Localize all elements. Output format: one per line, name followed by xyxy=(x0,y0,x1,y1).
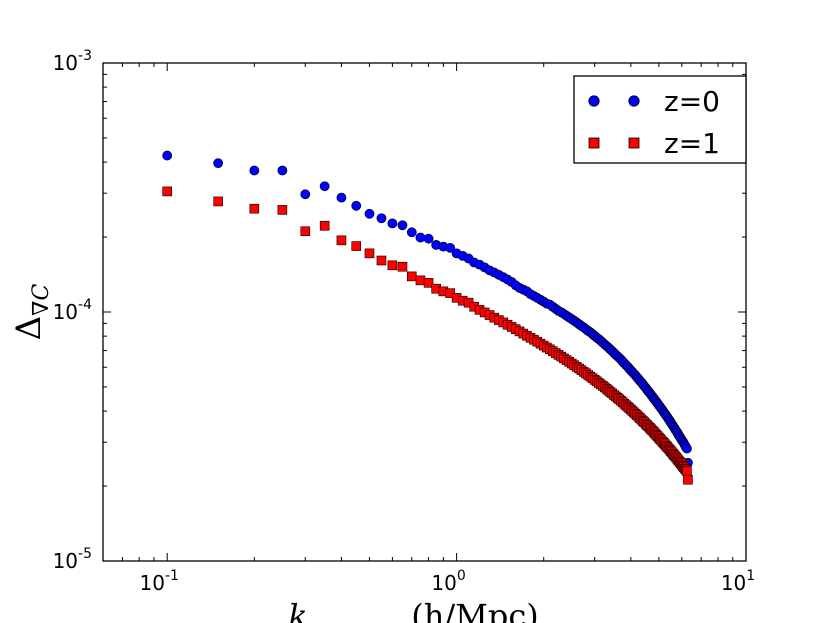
x-axis-label-units: (h/Mpc) xyxy=(411,597,539,623)
legend-marker-z1 xyxy=(588,137,600,149)
data-point-z=1 xyxy=(376,255,387,266)
data-point-z=1 xyxy=(277,205,288,215)
y-axis-label-main: Δ xyxy=(9,316,49,341)
data-point-z=1 xyxy=(336,235,347,246)
y-axis-label-subscript: ∇C xyxy=(29,283,54,315)
data-point-z=1 xyxy=(397,261,408,272)
data-point-z=0 xyxy=(682,443,692,454)
legend-marker-z0 xyxy=(588,95,600,107)
legend-marker-z0 xyxy=(628,95,640,107)
data-point-z=0 xyxy=(249,165,260,176)
legend-marker-z1 xyxy=(628,137,640,149)
data-point-z=1 xyxy=(683,474,693,485)
svg-text:Δ∇C: Δ∇C xyxy=(9,283,54,340)
legend-box xyxy=(573,75,747,164)
data-point-z=0 xyxy=(406,227,417,238)
data-point-z=1 xyxy=(423,277,434,288)
data-points xyxy=(162,150,693,485)
y-tick-label: 10-5 xyxy=(53,546,92,573)
data-point-z=0 xyxy=(423,233,434,244)
x-tick-label: 101 xyxy=(721,568,755,595)
data-point-z=1 xyxy=(682,466,692,476)
data-point-z=1 xyxy=(319,220,330,231)
data-point-z=1 xyxy=(415,275,426,286)
data-point-z=0 xyxy=(376,213,387,224)
y-tick-label: 10-3 xyxy=(53,48,92,75)
data-point-z=0 xyxy=(319,181,330,192)
data-point-z=0 xyxy=(415,232,426,243)
legend-label-z0: z=0 xyxy=(664,85,720,118)
data-point-z=0 xyxy=(445,242,456,253)
data-point-z=1 xyxy=(249,203,260,214)
series-z=1 xyxy=(162,186,693,485)
y-tick-label: 10-4 xyxy=(53,297,93,324)
data-point-z=1 xyxy=(406,271,417,282)
legend-label-z1: z=1 xyxy=(664,127,720,160)
data-point-z=0 xyxy=(277,165,288,176)
x-tick-label: 100 xyxy=(431,568,465,595)
data-point-z=1 xyxy=(351,241,362,251)
data-point-z=0 xyxy=(162,150,173,161)
data-point-z=0 xyxy=(351,200,362,211)
x-axis-label-k: k xyxy=(288,597,307,623)
y-axis-label: Δ∇C xyxy=(9,283,54,340)
data-point-z=0 xyxy=(364,208,375,219)
data-point-z=0 xyxy=(300,189,311,200)
data-point-z=1 xyxy=(364,248,375,259)
data-point-z=0 xyxy=(387,218,398,229)
data-point-z=0 xyxy=(397,220,408,231)
x-tick-label: 10-1 xyxy=(139,568,178,595)
data-point-z=1 xyxy=(387,260,398,271)
tick-labels: 10-1 100 101 10-5 10-4 10-3 xyxy=(53,48,756,595)
data-point-z=1 xyxy=(300,226,311,237)
legend: z=0 z=1 xyxy=(573,75,747,164)
data-point-z=1 xyxy=(213,196,223,207)
series-z=0 xyxy=(162,150,693,468)
data-point-z=1 xyxy=(162,186,173,197)
data-point-z=0 xyxy=(336,192,347,203)
data-point-z=0 xyxy=(213,158,224,169)
